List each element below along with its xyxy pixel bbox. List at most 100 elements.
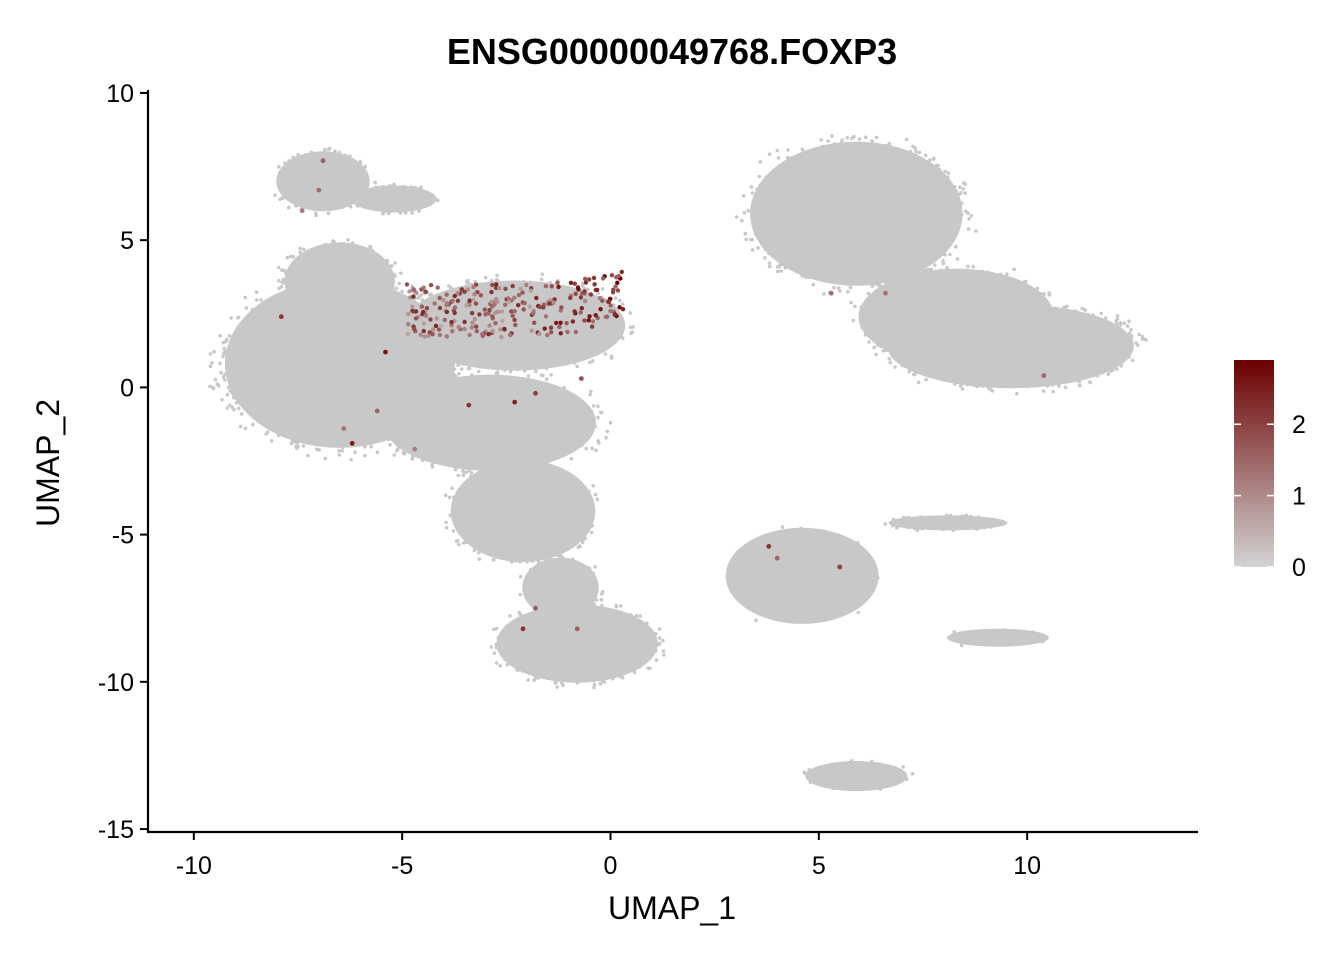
cell-point — [348, 154, 352, 159]
cell-point — [585, 305, 589, 310]
cell-point — [298, 156, 303, 160]
cell-point — [565, 413, 570, 417]
cell-point — [593, 424, 598, 429]
cell-point — [331, 402, 336, 407]
cell-point — [578, 428, 582, 432]
cell-point — [341, 167, 346, 172]
cell-point — [308, 267, 313, 272]
cell-point — [451, 388, 456, 393]
cell-point — [360, 303, 364, 308]
cell-point — [335, 414, 339, 419]
cell-point — [567, 432, 571, 436]
cell-point — [461, 311, 465, 316]
cell-point — [429, 311, 433, 315]
cell-point — [548, 526, 552, 530]
cell-point — [430, 419, 434, 424]
cell-point — [604, 334, 608, 339]
cell-point — [323, 456, 328, 461]
cell-point — [442, 416, 446, 421]
cell-point — [512, 543, 516, 548]
cell-point — [456, 455, 461, 460]
cell-point — [241, 358, 246, 362]
cell-point — [380, 422, 385, 427]
cell-point — [559, 425, 563, 430]
cell-point — [564, 391, 569, 396]
cell-point — [535, 434, 539, 438]
cell-point — [551, 440, 556, 445]
cell-point — [416, 190, 420, 194]
cell-point — [423, 197, 427, 201]
cell-point — [354, 196, 359, 201]
cell-point — [556, 315, 560, 319]
cell-point — [460, 334, 465, 338]
cell-point — [335, 313, 339, 318]
cell-point — [562, 385, 566, 390]
cell-point — [567, 437, 571, 442]
cell-point — [284, 415, 289, 420]
cell-point — [537, 286, 541, 290]
cell-point — [345, 167, 350, 172]
cell-point — [401, 451, 406, 455]
cell-point — [380, 185, 385, 189]
cell-point — [406, 300, 411, 305]
cell-point — [563, 424, 567, 428]
cell-point — [445, 357, 449, 361]
cell-point — [483, 291, 487, 296]
cell-point — [300, 322, 305, 326]
cell-point — [225, 393, 230, 397]
cell-point — [318, 265, 322, 269]
cell-point — [386, 304, 391, 309]
cell-point — [474, 440, 479, 445]
cell-point — [476, 405, 481, 410]
cell-point — [456, 396, 460, 400]
cell-point — [560, 287, 565, 291]
cell-point — [561, 300, 565, 305]
cell-point — [327, 353, 331, 357]
cell-point — [380, 204, 385, 209]
cell-point — [393, 308, 397, 312]
cell-point — [556, 433, 560, 438]
cell-point — [312, 202, 316, 206]
cell-point — [486, 402, 491, 407]
cell-point — [399, 359, 404, 363]
cell-point — [350, 328, 355, 333]
cell-point — [340, 315, 344, 320]
cell-point — [301, 444, 306, 448]
cell-point — [268, 312, 273, 316]
cell-point — [269, 421, 274, 426]
cell-point — [330, 294, 335, 299]
cell-point — [298, 250, 303, 255]
cell-point — [471, 455, 476, 459]
cell-point — [333, 422, 338, 427]
cell-point — [249, 386, 254, 391]
cell-point — [372, 420, 376, 424]
cell-point — [229, 357, 233, 362]
cell-point — [236, 315, 241, 320]
cell-point — [300, 296, 305, 300]
cell-point — [293, 417, 298, 421]
cell-point — [374, 261, 379, 266]
cell-point — [369, 330, 373, 335]
cell-point — [302, 179, 307, 183]
cell-point — [383, 405, 388, 410]
cell-point — [468, 455, 473, 460]
cell-point — [452, 443, 456, 447]
cell-point — [380, 263, 384, 267]
cell-point — [402, 337, 406, 342]
cell-point — [289, 417, 293, 422]
cell-point — [499, 409, 504, 413]
cell-point — [265, 403, 269, 408]
cell-point — [506, 473, 510, 477]
cell-point — [525, 322, 529, 327]
cell-point — [297, 344, 302, 348]
cell-point — [518, 436, 523, 441]
cell-point — [295, 166, 299, 170]
cell-point — [338, 172, 343, 177]
cell-point — [421, 413, 426, 418]
cell-point — [454, 440, 458, 444]
cell-point — [243, 295, 247, 300]
cell-point — [415, 426, 419, 431]
cell-point — [563, 356, 568, 361]
cell-point — [609, 356, 614, 360]
cell-point — [552, 425, 557, 429]
